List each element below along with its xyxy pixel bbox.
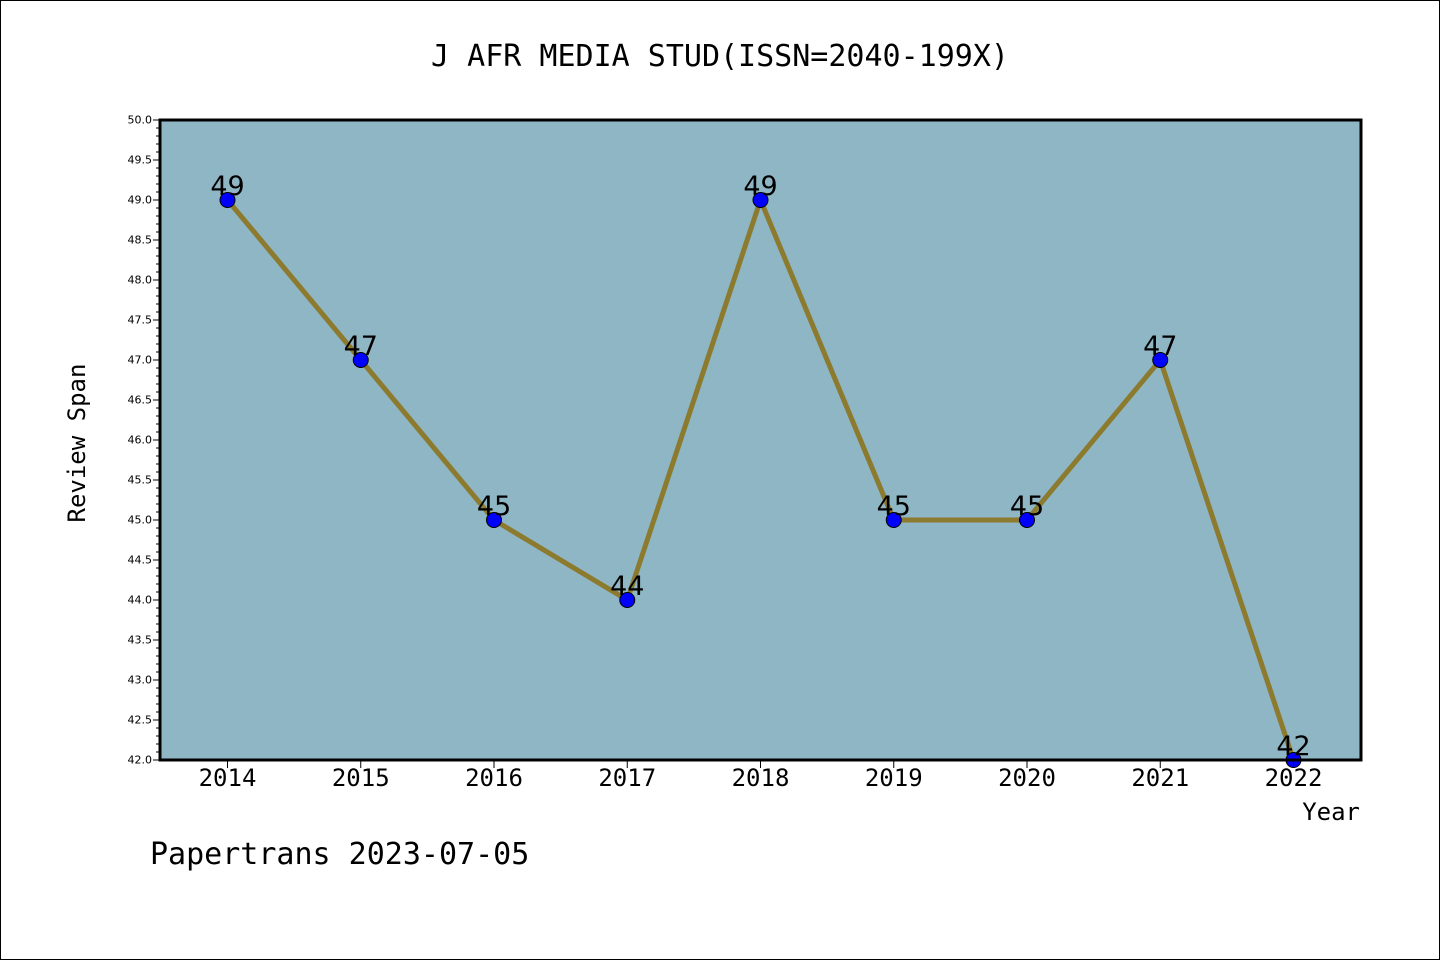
x-axis-label: Year [1302, 798, 1360, 826]
data-label: 49 [743, 171, 777, 202]
data-label: 44 [610, 571, 644, 602]
y-tick-label: 46.5 [128, 394, 153, 407]
y-axis: 42.0 42.5 43.0 43.5 44.0 44.5 45.0 45.5 46.0 46.5… [128, 114, 160, 767]
x-tick-label: 2021 [1131, 764, 1189, 792]
y-axis-label: Review Span [63, 364, 91, 523]
data-label: 49 [210, 171, 244, 202]
data-point [1152, 352, 1169, 368]
x-tick-label: 2022 [1265, 764, 1323, 792]
y-tick-label: 43.5 [128, 634, 153, 647]
x-tick-label: 2018 [732, 764, 790, 792]
data-point [219, 192, 236, 208]
data-point [486, 512, 502, 528]
x-axis: 2014 2015 2016 2017 2018 2019 2020 2021 2022 [199, 760, 1323, 792]
x-tick-label: 2017 [598, 764, 656, 792]
data-point [1019, 512, 1035, 528]
data-label: 45 [477, 491, 511, 522]
y-tick-label: 42.5 [128, 714, 153, 727]
chart-title: J AFR MEDIA STUD(ISSN=2040-199X) [431, 39, 1009, 74]
data-label: 47 [1143, 331, 1177, 362]
plot-area [160, 120, 1361, 760]
y-tick-label: 48.5 [128, 234, 153, 247]
y-tick-label: 49.0 [128, 194, 153, 207]
y-tick-label: 47.0 [128, 354, 153, 367]
x-tick-label: 2015 [332, 764, 390, 792]
y-tick-label: 45.0 [128, 514, 153, 527]
data-label: 47 [344, 331, 378, 362]
data-label: 45 [1010, 491, 1044, 522]
x-tick-label: 2019 [865, 764, 923, 792]
data-point [885, 512, 902, 528]
x-tick-label: 2020 [998, 764, 1056, 792]
x-tick-label: 2014 [199, 764, 257, 792]
data-label: 42 [1276, 731, 1310, 762]
x-tick-label: 2016 [465, 764, 523, 792]
footer-caption: Papertrans 2023-07-05 [150, 837, 529, 872]
data-label-layer: 49 47 45 44 49 45 45 47 42 [210, 171, 1310, 762]
y-tick-label: 49.5 [128, 154, 153, 167]
data-label: 45 [877, 491, 911, 522]
y-tick-label: 44.5 [128, 554, 153, 567]
marker-layer [219, 192, 1302, 768]
y-tick-label: 43.0 [128, 674, 153, 687]
y-tick-label: 48.0 [128, 274, 153, 287]
data-point [619, 592, 636, 608]
y-tick-label: 45.5 [128, 474, 153, 487]
data-point [752, 192, 769, 208]
y-tick-label: 44.0 [128, 594, 153, 607]
data-point [352, 352, 369, 368]
y-tick-label: 46.0 [128, 434, 153, 447]
y-tick-label: 47.5 [128, 314, 153, 327]
y-tick-label: 42.0 [128, 754, 153, 767]
y-tick-label: 50.0 [128, 114, 153, 127]
